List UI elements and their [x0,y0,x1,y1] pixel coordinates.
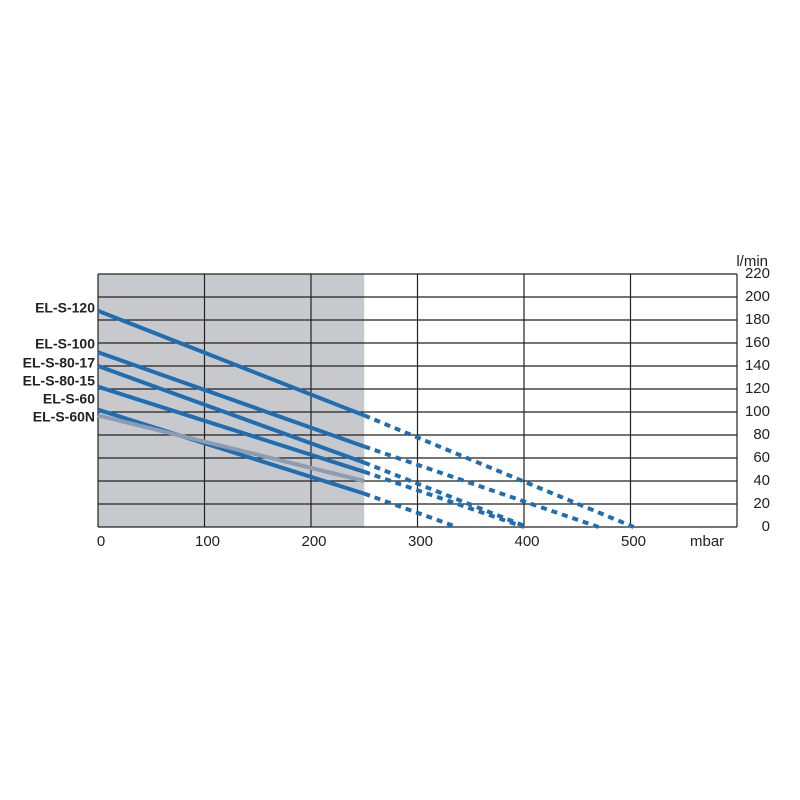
series-line [363,460,528,529]
x-tick-label: 200 [301,533,326,550]
series-line [97,413,365,483]
y-tick-label: 220 [745,265,770,282]
y-axis-label: l/min [736,253,768,270]
y-tick-label: 180 [745,311,770,328]
series-line [363,444,600,529]
series-line [97,384,365,474]
y-tick-label: 40 [753,472,770,489]
series-label: EL-S-80-17 [23,355,96,371]
series-line [97,308,365,418]
y-tick-label: 120 [745,380,770,397]
series-line [97,364,365,465]
y-tick-label: 200 [745,288,770,305]
series-label: EL-S-60 [43,391,95,407]
x-tick-label: 100 [195,533,220,550]
series-line [363,413,635,529]
y-tick-label: 20 [753,495,770,512]
series-label: EL-S-100 [35,336,95,352]
y-tick-label: 160 [745,334,770,351]
series-line [97,350,365,449]
x-axis-label: mbar [690,533,724,550]
y-tick-label: 60 [753,449,770,466]
y-tick-label: 0 [762,518,770,535]
series-line [363,469,525,529]
series-label: EL-S-80-15 [23,373,96,389]
x-tick-label: 300 [408,533,433,550]
y-tick-label: 80 [753,426,770,443]
x-tick-label: 500 [621,533,646,550]
y-tick-label: 100 [745,403,770,420]
series-line [363,491,458,529]
series-label: EL-S-120 [35,300,95,316]
series-line [97,407,365,496]
series-label: EL-S-60N [33,409,95,425]
y-tick-label: 140 [745,357,770,374]
x-tick-label: 0 [97,533,105,550]
x-tick-label: 400 [514,533,539,550]
